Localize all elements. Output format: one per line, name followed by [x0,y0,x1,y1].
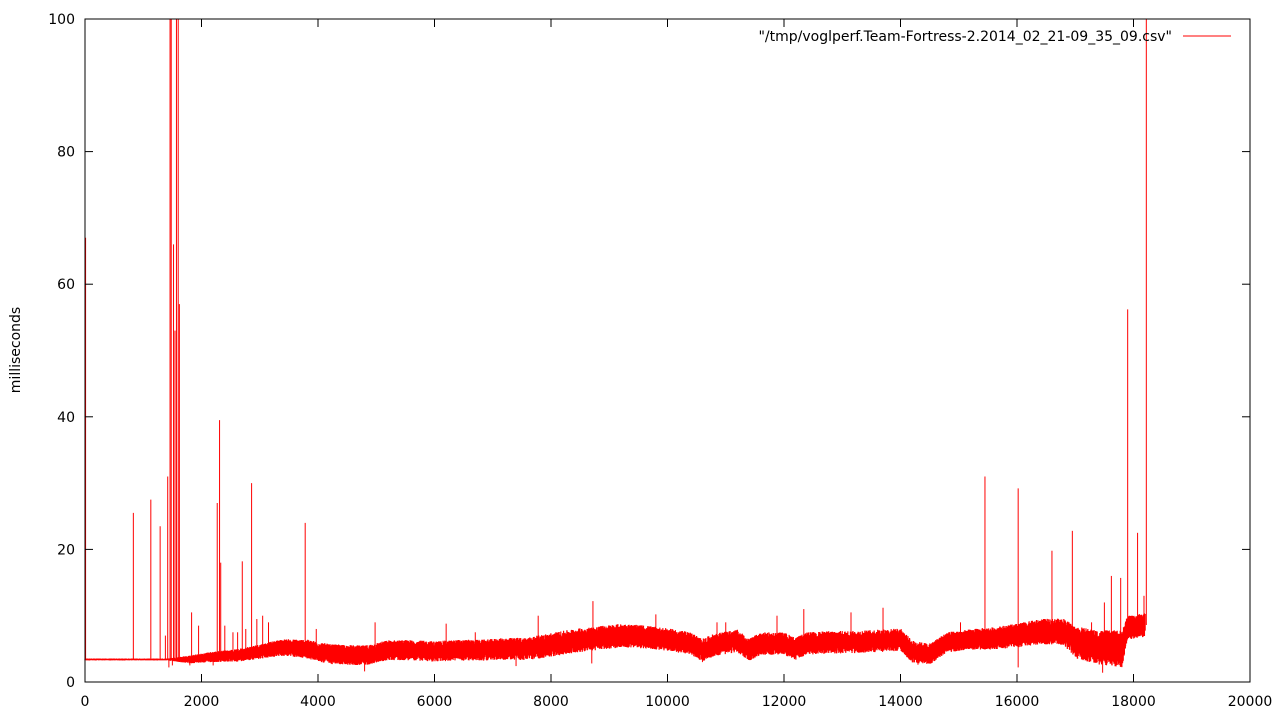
x-tick-label: 10000 [645,694,690,710]
y-tick-label: 40 [57,410,75,426]
y-tick-label: 100 [48,12,75,28]
x-tick-label: 0 [81,694,90,710]
legend-label: "/tmp/voglperf.Team-Fortress-2.2014_02_2… [758,29,1172,45]
x-tick-label: 18000 [1111,694,1156,710]
x-tick-label: 6000 [417,694,453,710]
x-tick-label: 4000 [300,694,336,710]
series-layer [84,19,1147,673]
x-tick-label: 16000 [995,694,1040,710]
x-tick-label: 12000 [762,694,807,710]
series-band [84,613,1146,668]
x-tick-label: 20000 [1228,694,1273,710]
plot-border [84,18,1251,683]
x-tick-label: 14000 [878,694,923,710]
y-tick-label: 80 [57,145,75,161]
tick-labels: 0 2000 4000 6000 8000 10000 12000 14000 16000 180… [48,12,1272,710]
tick-marks [84,18,1251,683]
x-tick-label: 2000 [184,694,220,710]
y-tick-label: 0 [66,675,75,691]
x-tick-label: 8000 [533,694,569,710]
y-axis-label: milliseconds [8,307,24,393]
y-tick-label: 60 [57,277,75,293]
legend: "/tmp/voglperf.Team-Fortress-2.2014_02_2… [758,29,1231,45]
y-tick-label: 20 [57,542,75,558]
series-0 [84,19,1147,673]
